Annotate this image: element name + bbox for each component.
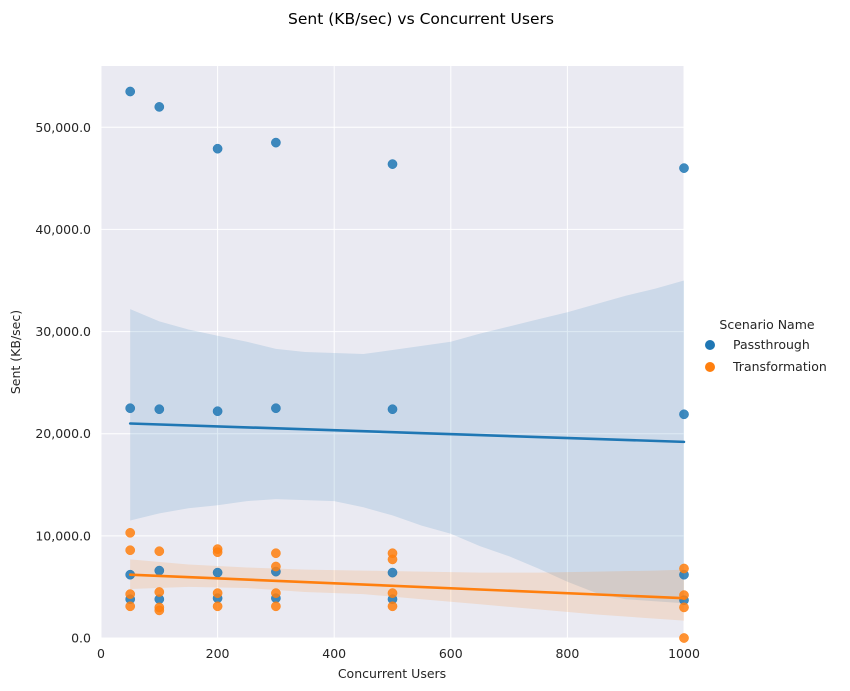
confidence-band-transformation: [130, 559, 684, 621]
x-tick-label: 1000: [668, 646, 700, 661]
point-transformation: [125, 527, 136, 538]
scatter-points: [125, 86, 689, 643]
point-transformation: [387, 588, 398, 598]
x-axis-ticks: 0 200 400 600 800 1000: [97, 646, 700, 661]
point-transformation: [212, 547, 223, 558]
legend-title: Scenario Name: [719, 317, 815, 332]
point-passthrough: [212, 567, 223, 578]
y-tick-label: 30,000.0: [35, 324, 91, 339]
x-tick-label: 800: [555, 646, 579, 661]
point-passthrough: [387, 404, 398, 415]
point-passthrough: [125, 86, 136, 97]
point-passthrough: [125, 403, 136, 414]
y-axis-label: Sent (KB/sec): [8, 310, 23, 394]
regression-line-transformation: [128, 573, 686, 600]
point-transformation: [271, 561, 281, 572]
point-passthrough: [387, 567, 398, 578]
legend-label-transformation: Transformation: [732, 359, 827, 374]
point-passthrough: [387, 159, 398, 169]
point-passthrough: [212, 143, 223, 154]
x-tick-label: 600: [439, 646, 463, 661]
point-passthrough: [271, 137, 281, 148]
point-transformation: [212, 588, 223, 598]
y-tick-label: 40,000.0: [35, 222, 91, 237]
point-passthrough: [212, 406, 223, 417]
point-passthrough: [679, 409, 689, 420]
point-transformation: [679, 563, 689, 574]
y-tick-label: 0.0: [71, 631, 91, 646]
point-transformation: [212, 601, 223, 612]
confidence-bands: [130, 280, 684, 621]
point-transformation: [271, 548, 281, 559]
point-transformation: [679, 633, 689, 643]
point-passthrough: [679, 163, 689, 173]
confidence-band-passthrough: [130, 280, 684, 604]
point-transformation: [125, 545, 136, 556]
point-transformation: [387, 554, 398, 565]
regression-lines: [128, 422, 686, 600]
point-passthrough: [154, 404, 165, 415]
x-tick-label: 0: [97, 646, 105, 661]
legend-marker-passthrough: [705, 340, 715, 350]
point-transformation: [679, 602, 689, 613]
x-axis-label: Concurrent Users: [338, 666, 446, 681]
y-axis-ticks: 0.0 10,000.0 20,000.0 30,000.0 40,000.0 50,00…: [35, 120, 91, 646]
chart-title: Sent (KB/sec) vs Concurrent Users: [288, 10, 554, 28]
point-transformation: [154, 587, 165, 597]
point-transformation: [125, 589, 136, 599]
x-tick-label: 200: [206, 646, 230, 661]
legend-label-passthrough: Passthrough: [733, 337, 810, 352]
x-tick-label: 400: [322, 646, 346, 661]
y-tick-label: 50,000.0: [35, 120, 91, 135]
gridlines: [100, 66, 685, 639]
point-transformation: [271, 588, 281, 598]
point-transformation: [271, 601, 281, 612]
point-transformation: [154, 605, 165, 616]
point-transformation: [387, 601, 398, 612]
y-tick-label: 10,000.0: [35, 528, 91, 543]
legend: Scenario Name Passthrough Transformation: [705, 317, 827, 374]
point-passthrough: [271, 403, 281, 414]
point-passthrough: [154, 565, 165, 576]
point-transformation: [154, 546, 165, 557]
regression-line-passthrough: [128, 422, 686, 444]
point-transformation: [125, 601, 136, 612]
y-tick-label: 20,000.0: [35, 426, 91, 441]
legend-marker-transformation: [705, 362, 715, 372]
point-passthrough: [154, 102, 165, 112]
